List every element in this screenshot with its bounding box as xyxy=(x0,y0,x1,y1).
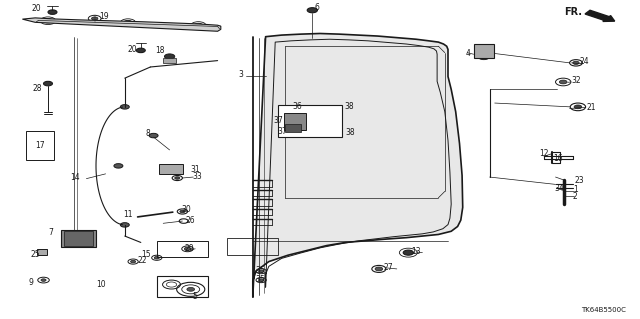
Bar xyxy=(61,230,96,247)
Text: 17: 17 xyxy=(35,141,45,150)
Text: 10: 10 xyxy=(96,280,106,289)
Text: 29: 29 xyxy=(184,244,194,253)
Circle shape xyxy=(44,19,52,23)
Text: 32: 32 xyxy=(572,76,581,85)
Text: 31: 31 xyxy=(191,165,200,174)
Circle shape xyxy=(180,210,185,213)
Bar xyxy=(157,276,208,297)
Circle shape xyxy=(131,260,136,263)
Text: 23: 23 xyxy=(574,176,584,185)
Circle shape xyxy=(478,54,490,60)
Circle shape xyxy=(375,267,383,271)
Text: 37: 37 xyxy=(273,116,283,125)
Text: 33: 33 xyxy=(192,172,202,181)
Circle shape xyxy=(165,166,177,172)
Text: 14: 14 xyxy=(70,173,80,182)
Text: 34: 34 xyxy=(555,184,564,193)
Circle shape xyxy=(154,256,159,259)
Text: 16: 16 xyxy=(554,154,563,163)
Circle shape xyxy=(302,127,312,132)
Circle shape xyxy=(120,223,129,227)
Circle shape xyxy=(307,8,317,13)
Bar xyxy=(64,231,93,246)
Text: 5: 5 xyxy=(193,292,198,301)
Circle shape xyxy=(41,279,46,281)
Circle shape xyxy=(403,250,413,255)
Text: 37: 37 xyxy=(277,127,287,136)
Bar xyxy=(157,241,208,257)
Circle shape xyxy=(44,81,52,86)
Text: TK64B5500C: TK64B5500C xyxy=(581,307,626,313)
Circle shape xyxy=(478,49,490,55)
Circle shape xyxy=(194,23,203,28)
Text: 7: 7 xyxy=(48,228,53,237)
Circle shape xyxy=(259,270,264,272)
Text: 27: 27 xyxy=(384,263,394,271)
Text: 20: 20 xyxy=(32,4,42,13)
Polygon shape xyxy=(22,18,221,31)
Text: 1: 1 xyxy=(573,185,577,194)
Circle shape xyxy=(559,80,567,84)
Text: 12: 12 xyxy=(540,149,549,158)
Text: 3: 3 xyxy=(238,70,243,79)
Circle shape xyxy=(574,105,582,109)
Circle shape xyxy=(48,10,57,14)
Text: 22: 22 xyxy=(138,256,147,265)
Text: 4: 4 xyxy=(465,49,470,58)
Text: 30: 30 xyxy=(181,205,191,214)
Text: 13: 13 xyxy=(412,247,421,256)
Text: 6: 6 xyxy=(314,4,319,12)
Text: 24: 24 xyxy=(579,57,589,66)
Text: 20: 20 xyxy=(128,45,138,54)
Bar xyxy=(284,113,306,130)
Circle shape xyxy=(184,247,191,250)
Circle shape xyxy=(92,17,98,20)
Circle shape xyxy=(72,235,84,242)
Circle shape xyxy=(573,61,579,64)
Circle shape xyxy=(164,54,175,59)
Circle shape xyxy=(149,133,158,138)
Bar xyxy=(278,105,342,137)
Bar xyxy=(163,58,176,63)
Bar xyxy=(474,44,494,58)
Bar xyxy=(159,164,183,174)
Circle shape xyxy=(120,105,129,109)
Bar xyxy=(227,238,278,255)
Circle shape xyxy=(136,48,145,53)
Bar xyxy=(37,249,47,255)
Text: 18: 18 xyxy=(156,46,165,55)
Text: 2: 2 xyxy=(573,192,577,201)
Text: 25: 25 xyxy=(31,250,40,259)
Text: 26: 26 xyxy=(186,216,195,225)
Text: 11: 11 xyxy=(124,210,133,219)
Text: 8: 8 xyxy=(146,130,150,138)
Text: 9: 9 xyxy=(28,278,33,287)
Polygon shape xyxy=(253,33,463,297)
Circle shape xyxy=(259,279,264,281)
Circle shape xyxy=(175,177,180,179)
Circle shape xyxy=(310,116,323,122)
FancyArrow shape xyxy=(585,10,614,21)
Text: 38: 38 xyxy=(344,102,354,111)
Circle shape xyxy=(114,164,123,168)
Text: 28: 28 xyxy=(32,84,42,93)
Text: 35: 35 xyxy=(256,275,266,284)
Text: 35: 35 xyxy=(256,266,266,275)
Text: 36: 36 xyxy=(292,102,302,111)
Text: 21: 21 xyxy=(587,103,596,112)
Circle shape xyxy=(124,20,132,25)
Circle shape xyxy=(187,287,195,291)
Text: 38: 38 xyxy=(346,128,355,137)
Text: FR.: FR. xyxy=(564,7,582,17)
Text: 15: 15 xyxy=(141,250,150,259)
Bar xyxy=(285,124,301,132)
Bar xyxy=(26,131,54,160)
Text: 19: 19 xyxy=(99,12,109,21)
